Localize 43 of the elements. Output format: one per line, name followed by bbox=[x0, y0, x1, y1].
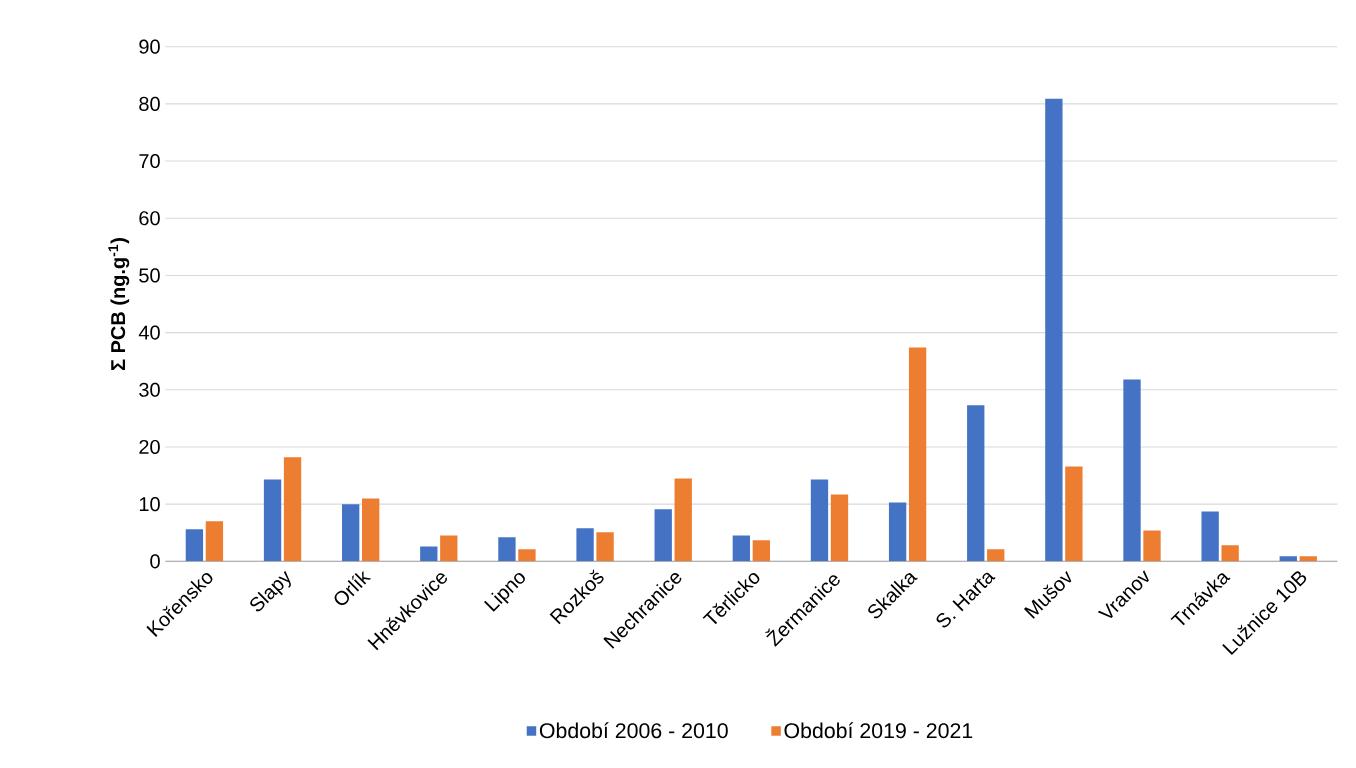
y-tick-label: 50 bbox=[139, 268, 160, 283]
y-tick-label: 80 bbox=[139, 96, 160, 111]
y-tick-label: 60 bbox=[139, 211, 160, 226]
bar bbox=[185, 529, 204, 562]
legend-label: Období 2006 - 2010 bbox=[539, 722, 728, 739]
bar bbox=[263, 479, 282, 562]
bar bbox=[810, 479, 829, 562]
bar bbox=[283, 457, 302, 562]
bar bbox=[362, 498, 380, 562]
bar bbox=[830, 494, 849, 562]
y-tick-label: 0 bbox=[150, 554, 160, 569]
y-tick-label: 10 bbox=[139, 497, 160, 512]
bar bbox=[440, 535, 458, 562]
legend-label: Období 2019 - 2021 bbox=[784, 722, 973, 739]
bar bbox=[654, 509, 672, 562]
y-axis-title: Σ PCB (ng.g$^{-1}$) bbox=[108, 238, 130, 371]
bar bbox=[576, 528, 594, 562]
y-tick-label: 70 bbox=[139, 153, 160, 169]
bar bbox=[1123, 379, 1141, 562]
bar bbox=[674, 478, 692, 562]
bar bbox=[1045, 98, 1063, 562]
bar bbox=[967, 405, 985, 562]
bar bbox=[596, 532, 614, 562]
y-tick-label: 30 bbox=[139, 382, 160, 397]
bar bbox=[908, 347, 927, 562]
y-tick-label: 90 bbox=[139, 39, 160, 54]
bar bbox=[1221, 545, 1239, 562]
bar bbox=[420, 546, 438, 562]
bar bbox=[1143, 530, 1161, 562]
bar bbox=[518, 549, 536, 562]
bar bbox=[1065, 466, 1083, 562]
bar bbox=[1201, 511, 1219, 562]
bar bbox=[1299, 556, 1317, 562]
bar bbox=[205, 521, 224, 562]
bar bbox=[987, 549, 1005, 562]
bar bbox=[888, 502, 907, 562]
bar bbox=[752, 540, 771, 562]
y-tick-label: 20 bbox=[139, 439, 160, 455]
bar bbox=[1279, 556, 1297, 562]
bar bbox=[732, 535, 751, 562]
bar bbox=[498, 537, 516, 562]
y-tick-label: 40 bbox=[138, 325, 160, 340]
bar bbox=[342, 504, 360, 562]
